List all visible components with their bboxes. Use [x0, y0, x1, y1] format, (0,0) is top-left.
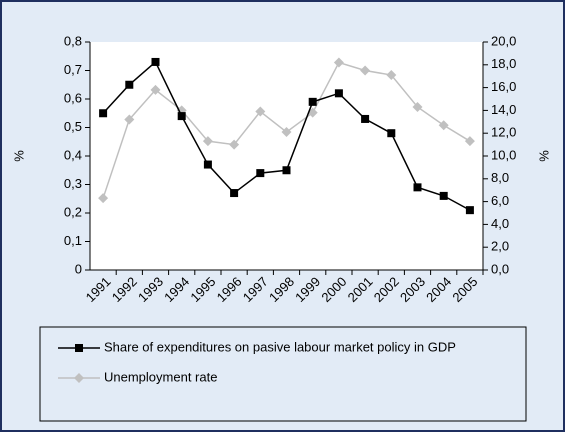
- y-tick-label: 0,6: [64, 90, 82, 105]
- y2-tick-label: 2,0: [491, 239, 509, 254]
- point: [439, 191, 448, 200]
- point: [386, 70, 397, 81]
- legend-marker: [74, 373, 84, 383]
- legend-box: [39, 326, 527, 422]
- legend-marker: [75, 344, 83, 352]
- y-tick-label: 0,2: [64, 204, 82, 219]
- point: [150, 84, 161, 95]
- y-axis-label: %: [11, 150, 26, 162]
- point: [98, 193, 109, 204]
- y2-tick-label: 0,0: [491, 261, 509, 276]
- point: [412, 101, 423, 112]
- point: [202, 136, 213, 147]
- y-tick-label: 0,1: [64, 233, 82, 248]
- y2-tick-label: 8,0: [491, 170, 509, 185]
- point: [203, 160, 212, 169]
- y2-tick-label: 12,0: [491, 125, 516, 140]
- point: [230, 189, 239, 198]
- y2-tick-label: 18,0: [491, 56, 516, 71]
- y-tick-label: 0,8: [64, 33, 82, 48]
- point: [151, 57, 160, 66]
- point: [464, 136, 475, 147]
- y2-tick-label: 16,0: [491, 79, 516, 94]
- point: [465, 206, 474, 215]
- point: [387, 129, 396, 138]
- y-tick-label: 0,3: [64, 176, 82, 191]
- y-tick-label: 0,5: [64, 119, 82, 134]
- point: [229, 139, 240, 150]
- point: [308, 97, 317, 106]
- plot-area: [90, 42, 483, 270]
- point: [125, 80, 134, 89]
- point: [361, 114, 370, 123]
- y2-axis-label: %: [536, 150, 551, 162]
- point: [360, 65, 371, 76]
- point: [334, 89, 343, 98]
- point: [99, 109, 108, 118]
- y-tick-label: 0: [75, 261, 82, 276]
- y-tick-label: 0,7: [64, 62, 82, 77]
- point: [177, 112, 186, 121]
- y2-tick-label: 6,0: [491, 193, 509, 208]
- point: [413, 183, 422, 192]
- point: [255, 106, 266, 117]
- point: [256, 169, 265, 178]
- point: [333, 57, 344, 68]
- legend-label: Unemployment rate: [104, 369, 217, 384]
- y2-tick-label: 4,0: [491, 216, 509, 231]
- y2-tick-label: 10,0: [491, 147, 516, 162]
- point: [281, 127, 292, 138]
- point: [438, 120, 449, 131]
- point: [124, 114, 135, 125]
- y2-tick-label: 20,0: [491, 33, 516, 48]
- point: [282, 166, 291, 175]
- legend-label: Share of expenditures on pasive labour m…: [104, 339, 456, 354]
- y2-tick-label: 14,0: [491, 102, 516, 117]
- y-tick-label: 0,4: [64, 147, 82, 162]
